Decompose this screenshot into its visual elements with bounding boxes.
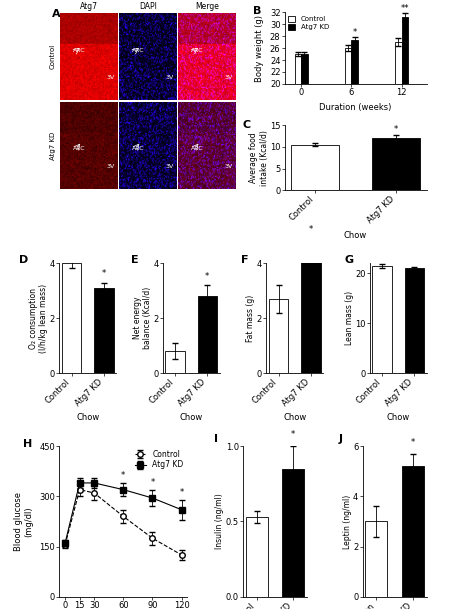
Text: 3V: 3V	[224, 74, 233, 80]
Text: A: A	[52, 9, 61, 19]
Legend: Control, Atg7 KD: Control, Atg7 KD	[135, 450, 183, 470]
Bar	[269, 299, 288, 373]
Y-axis label: Net energy
balance (Kcal/d): Net energy balance (Kcal/d)	[133, 287, 152, 350]
X-axis label: Chow: Chow	[180, 414, 203, 422]
Text: *: *	[150, 477, 155, 487]
Text: ARC: ARC	[132, 48, 145, 54]
Bar	[405, 269, 424, 373]
Y-axis label: Blood glucose
(mg/dl): Blood glucose (mg/dl)	[14, 492, 34, 551]
Text: *: *	[410, 438, 415, 446]
Bar	[291, 144, 339, 190]
X-axis label: Chow: Chow	[76, 414, 100, 422]
Bar	[94, 288, 114, 373]
Text: ARC: ARC	[73, 146, 85, 151]
X-axis label: Chow: Chow	[283, 414, 306, 422]
Bar	[301, 252, 320, 373]
Y-axis label: Average food
intake (Kcal/d): Average food intake (Kcal/d)	[249, 130, 269, 186]
Text: I: I	[214, 434, 218, 444]
Bar	[401, 17, 408, 203]
Y-axis label: Insulin (ng/ml): Insulin (ng/ml)	[215, 493, 224, 549]
Text: *: *	[309, 225, 313, 234]
Text: H: H	[23, 438, 33, 449]
Y-axis label: Leptin (ng/ml): Leptin (ng/ml)	[343, 495, 352, 549]
Bar	[301, 54, 308, 203]
Text: J: J	[338, 434, 342, 444]
Bar	[165, 351, 185, 373]
Text: ARC: ARC	[191, 146, 204, 151]
Legend: Control, Atg7 KD: Control, Atg7 KD	[288, 16, 329, 30]
Bar	[246, 517, 268, 597]
Text: 3V: 3V	[106, 164, 114, 169]
Bar	[365, 521, 387, 597]
Text: *: *	[394, 125, 398, 135]
Text: *: *	[205, 272, 210, 281]
Text: 3V: 3V	[165, 164, 173, 169]
Text: Atg7 KD: Atg7 KD	[50, 132, 55, 160]
Bar	[395, 42, 401, 203]
Bar	[345, 48, 351, 203]
Text: *: *	[291, 430, 295, 439]
Bar	[282, 469, 304, 597]
Text: D: D	[19, 255, 29, 265]
Text: *: *	[180, 488, 184, 497]
Bar	[62, 263, 81, 373]
Text: *: *	[102, 269, 106, 278]
Bar	[372, 266, 392, 373]
Bar	[351, 40, 358, 203]
Text: B: B	[254, 7, 262, 16]
Text: Merge: Merge	[195, 2, 219, 12]
Text: 3V: 3V	[165, 74, 173, 80]
Y-axis label: Body weight (g): Body weight (g)	[255, 15, 264, 82]
Text: 3V: 3V	[224, 164, 233, 169]
Bar	[372, 138, 420, 190]
Bar	[198, 297, 217, 373]
Text: C: C	[242, 120, 250, 130]
Bar	[402, 466, 424, 597]
X-axis label: Chow: Chow	[386, 414, 410, 422]
Y-axis label: O₂ consumption
(l/h/kg lean mass): O₂ consumption (l/h/kg lean mass)	[29, 284, 48, 353]
Text: Atg7: Atg7	[80, 2, 98, 12]
X-axis label: Chow: Chow	[344, 231, 367, 239]
Bar	[295, 54, 301, 203]
Text: E: E	[131, 255, 139, 265]
Y-axis label: Fat mass (g): Fat mass (g)	[246, 295, 255, 342]
Text: DAPI: DAPI	[139, 2, 157, 12]
Text: *: *	[121, 471, 126, 480]
Text: Control: Control	[50, 44, 55, 69]
Text: F: F	[241, 255, 248, 265]
Text: ARC: ARC	[132, 146, 145, 151]
Text: G: G	[344, 255, 353, 265]
Text: 3V: 3V	[106, 74, 114, 80]
Y-axis label: Lean mass (g): Lean mass (g)	[345, 291, 354, 345]
Text: ARC: ARC	[191, 48, 204, 54]
Text: ARC: ARC	[73, 48, 85, 54]
Text: *: *	[353, 28, 357, 37]
Text: **: **	[401, 4, 409, 13]
X-axis label: Duration (weeks): Duration (weeks)	[319, 103, 392, 111]
